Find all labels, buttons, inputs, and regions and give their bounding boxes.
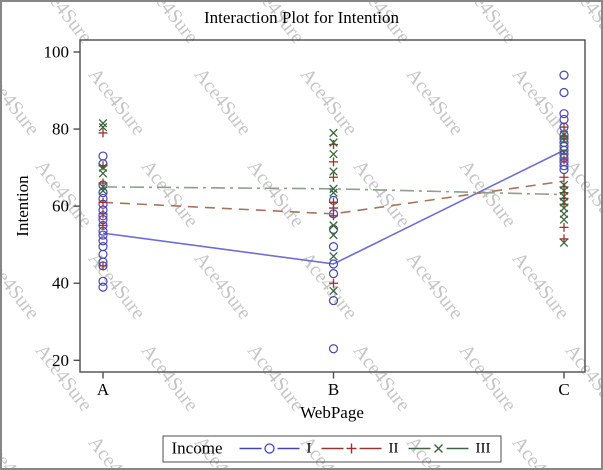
series-III-line: [102, 186, 565, 196]
legend-title: Income: [171, 438, 223, 458]
legend-entry-III: III: [406, 440, 490, 457]
svg-text:60: 60: [52, 197, 69, 216]
svg-text:C: C: [558, 380, 569, 399]
series-II-markers: [98, 122, 569, 288]
series-III-markers: [98, 119, 569, 296]
svg-text:20: 20: [52, 351, 69, 370]
legend-label-I: I: [306, 440, 312, 456]
x-axis-ticks: A B C: [97, 372, 570, 399]
legend-sample-II: [321, 443, 382, 454]
svg-text:40: 40: [52, 274, 69, 293]
series-I-line: [102, 149, 565, 265]
y-axis-ticks: 20 40 60 80 100: [44, 43, 80, 370]
legend-entries: I II III: [237, 440, 490, 457]
legend-entry-II: II: [319, 440, 398, 457]
legend-box: Income I II III: [162, 435, 502, 463]
svg-text:B: B: [328, 380, 339, 399]
legend-sample-III: [408, 444, 469, 453]
legend-label-II: II: [388, 440, 399, 456]
chart-title: Interaction Plot for Intention: [204, 8, 399, 27]
legend-label-III: III: [475, 440, 491, 456]
legend-sample-I: [239, 443, 300, 454]
svg-text:80: 80: [52, 120, 69, 139]
y-axis-title: Intention: [13, 175, 32, 237]
x-axis-title: WebPage: [300, 403, 364, 422]
plot-frame: [79, 39, 586, 373]
svg-text:A: A: [97, 380, 110, 399]
legend-entry-I: I: [237, 440, 311, 457]
svg-text:100: 100: [44, 43, 70, 62]
